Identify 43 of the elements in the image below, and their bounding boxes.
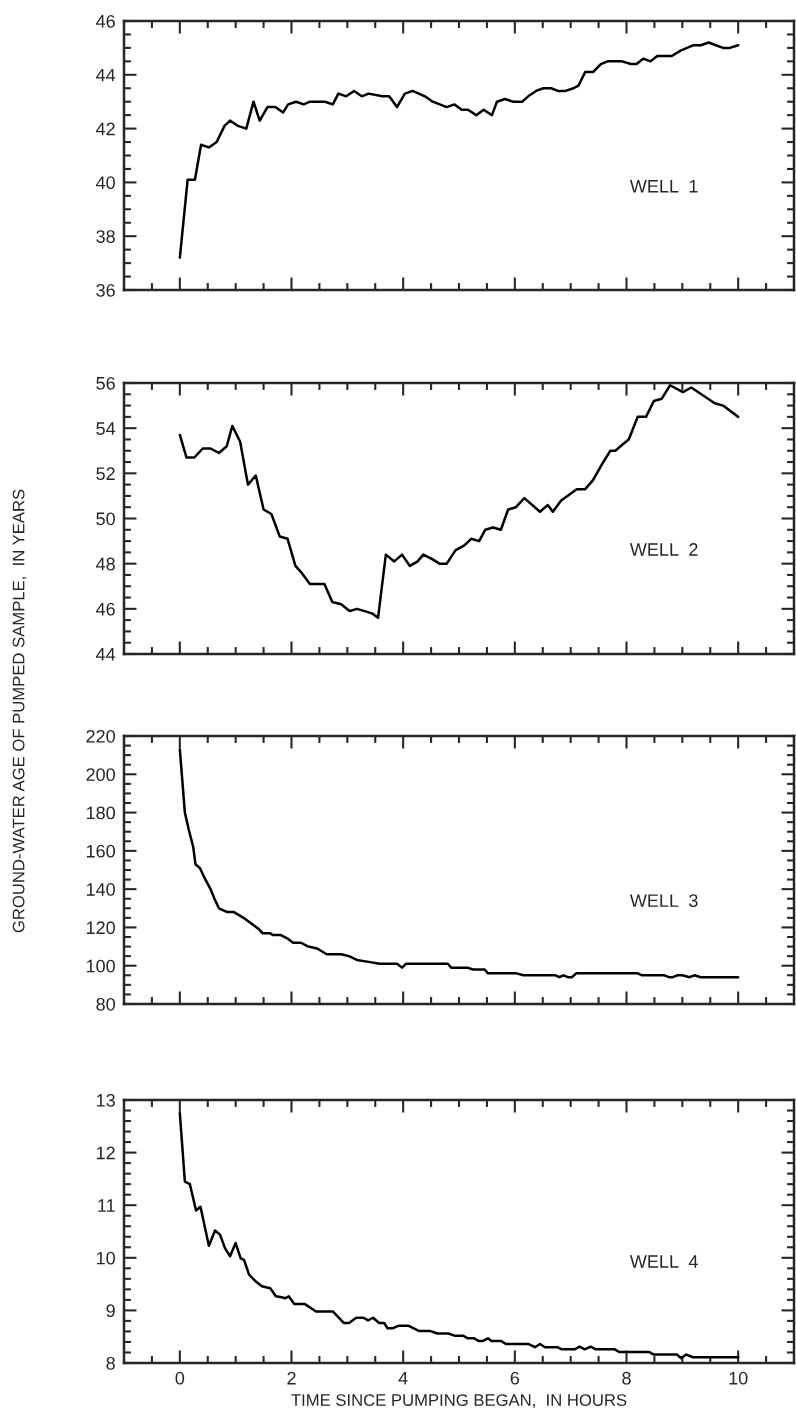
- line-series: [178, 748, 740, 979]
- y-tick-label: 10: [96, 1251, 115, 1265]
- y-tick-label: 13: [96, 1093, 115, 1107]
- y-tick-label: 220: [86, 729, 115, 743]
- line-series: [178, 41, 740, 259]
- y-tick-label: 42: [96, 122, 115, 136]
- y-tick-label: 9: [106, 1304, 115, 1318]
- y-tick-label: 140: [86, 883, 115, 896]
- annotation: WELL 3: [629, 894, 698, 908]
- x-tick-label: 4: [398, 1372, 408, 1385]
- line-series: [178, 384, 740, 620]
- line-series: [178, 1111, 740, 1360]
- y-tick-label: 52: [96, 467, 115, 481]
- y-axis-title: GROUND-WATER AGE OF PUMPED SAMPLE, IN YEARS: [12, 489, 27, 933]
- y-tick-label: 160: [86, 844, 115, 858]
- y-tick-label: 48: [96, 557, 115, 571]
- y-tick-label: 11: [98, 1199, 115, 1212]
- x-tick-label: 10: [729, 1371, 748, 1385]
- y-tick-label: 38: [96, 230, 115, 243]
- y-tick-label: 44: [96, 68, 116, 82]
- y-tick-label: 200: [86, 768, 115, 782]
- x-tick-label: 6: [510, 1371, 520, 1385]
- y-tick-label: 100: [86, 959, 115, 973]
- annotation: WELL 2: [629, 543, 698, 556]
- y-tick-label: 36: [96, 283, 115, 297]
- annotation: WELL 4: [629, 1255, 698, 1268]
- x-axis-title: TIME SINCE PUMPING BEGAN, IN HOURS: [291, 1394, 627, 1408]
- y-tick-label: 46: [96, 602, 115, 616]
- y-tick-label: 180: [86, 806, 115, 820]
- x-tick-label: 8: [622, 1371, 631, 1385]
- y-tick-label: 40: [96, 176, 115, 190]
- annotation: WELL 1: [629, 180, 698, 193]
- y-tick-label: 44: [96, 648, 116, 661]
- x-tick-label: 0: [175, 1371, 185, 1385]
- y-tick-label: 120: [86, 921, 115, 935]
- y-tick-label: 80: [96, 997, 115, 1011]
- y-tick-label: 8: [106, 1356, 115, 1370]
- y-tick-label: 50: [96, 512, 115, 526]
- y-tick-label: 12: [96, 1146, 115, 1160]
- y-tick-label: 54: [96, 422, 116, 435]
- y-tick-label: 56: [96, 376, 115, 390]
- y-tick-label: 46: [96, 14, 115, 28]
- x-tick-label: 2: [287, 1371, 296, 1385]
